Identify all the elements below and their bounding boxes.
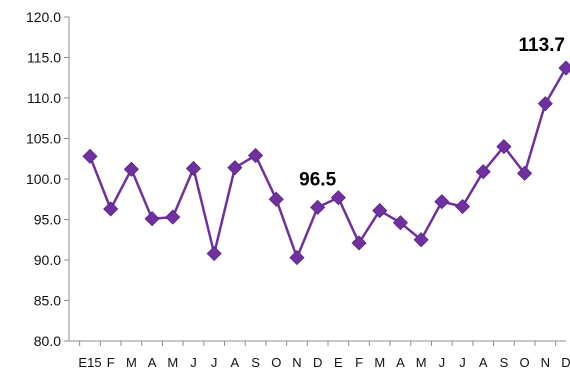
x-tick-label: F [107,355,115,370]
data-point-marker [559,61,570,75]
y-tick-label: 110.0 [27,90,61,106]
x-tick-label: M [126,355,137,370]
data-point-marker [207,247,221,261]
x-tick-label: A [231,355,240,370]
data-point-marker [352,236,366,250]
x-tick-label: M [416,355,427,370]
x-tick-label: E15 [78,355,101,370]
data-point-marker [249,149,263,163]
y-tick-label: 105.0 [26,131,61,147]
y-tick-label: 100.0 [26,171,61,187]
data-point-marker [166,210,180,224]
data-point-marker [456,200,470,214]
data-point-marker [83,149,97,163]
data-point-marker [290,251,304,265]
x-axis: E15 F M A M J J A S O N D E F M A M J J A S O N D [69,341,570,370]
data-point-marker [373,204,387,218]
x-tick-label: A [479,355,488,370]
x-tick-label: F [355,355,363,370]
series-line [90,68,566,258]
x-tick-label: D [561,355,570,370]
x-tick-label: A [396,355,405,370]
x-tick-label: M [167,355,178,370]
data-point-marker [104,202,118,216]
data-label: 113.7 [519,35,566,56]
x-tick-label: S [500,355,509,370]
x-tick-label: N [541,355,550,370]
x-tick-label: E [334,355,343,370]
data-point-marker [124,162,138,176]
series-layer [83,61,570,265]
x-tick-label: O [271,355,281,370]
data-point-marker [435,195,449,209]
y-tick-label: 90.0 [34,252,61,268]
y-tick-label: 80.0 [34,333,61,349]
data-point-marker [311,200,325,214]
data-point-marker [228,161,242,175]
data-point-marker [145,212,159,226]
data-label: 96.5 [299,169,336,190]
y-tick-label: 85.0 [34,293,61,309]
y-tick-label: 115.0 [27,50,61,66]
x-tick-label: O [520,355,530,370]
x-tick-label: J [459,355,466,370]
y-tick-label: 95.0 [34,212,61,228]
x-tick-label: J [190,355,197,370]
data-point-marker [331,191,345,205]
x-tick-label: A [148,355,157,370]
x-tick-label: J [211,355,218,370]
y-tick-label: 120.0 [26,9,61,25]
data-point-marker [186,161,200,175]
y-axis: 80.0 85.0 90.0 95.0 100.0 105.0 110.0 115.0 120.… [26,9,69,349]
x-tick-label: D [313,355,322,370]
x-tick-label: N [292,355,301,370]
data-point-marker [269,192,283,206]
data-point-marker [538,97,552,111]
x-tick-label: J [439,355,446,370]
x-tick-label: M [374,355,385,370]
x-tick-label: S [251,355,260,370]
